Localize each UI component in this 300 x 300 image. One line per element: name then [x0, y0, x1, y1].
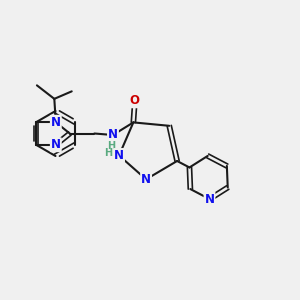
Text: H: H — [107, 141, 116, 152]
Text: N: N — [141, 173, 151, 186]
Text: N: N — [205, 193, 214, 206]
Text: N: N — [114, 149, 124, 162]
Text: N: N — [51, 138, 61, 151]
Text: N: N — [108, 128, 118, 142]
Text: N: N — [51, 116, 61, 129]
Text: H: H — [104, 148, 112, 158]
Text: O: O — [130, 94, 140, 107]
